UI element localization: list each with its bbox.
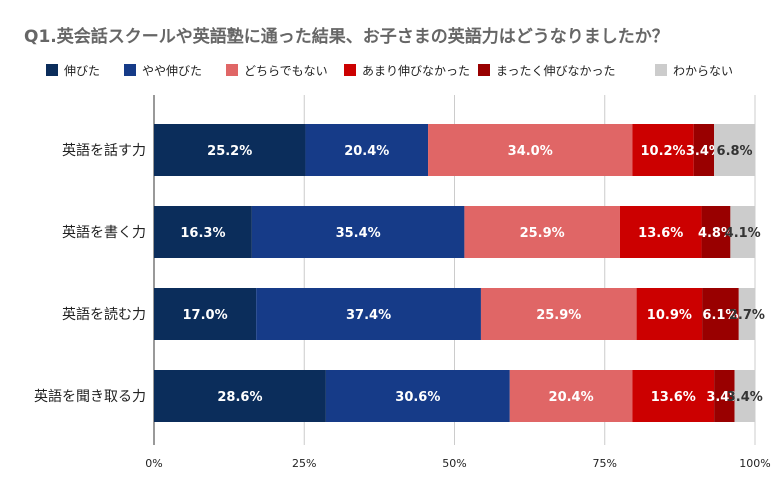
legend-swatch (226, 64, 238, 76)
legend-label: やや伸びた (142, 64, 202, 78)
data-label: 13.6% (638, 226, 683, 241)
data-label: 10.2% (640, 144, 685, 159)
bar-segment (714, 124, 755, 176)
data-label: 25.9% (520, 226, 565, 241)
x-tick-label: 25% (292, 457, 316, 470)
data-label: 10.9% (647, 308, 692, 323)
legend-swatch (124, 64, 136, 76)
bar-segment (734, 370, 755, 422)
data-label: 16.3% (180, 226, 225, 241)
bar-segment (702, 288, 739, 340)
data-label: 25.9% (536, 308, 581, 323)
legend-label: どちらでもない (244, 64, 328, 78)
bar-segment (693, 124, 715, 176)
bar-segment (632, 124, 694, 176)
data-label: 4.1% (725, 226, 761, 241)
data-label: 34.0% (508, 144, 553, 159)
x-tick-label: 75% (593, 457, 617, 470)
bar-segment (636, 288, 703, 340)
bar-segment (154, 206, 252, 258)
x-tick-label: 100% (739, 457, 770, 470)
category-label: 英語を聞き取る力 (34, 388, 146, 405)
data-label: 2.7% (729, 308, 765, 323)
data-label: 3.4% (686, 144, 722, 159)
category-label: 英語を書く力 (62, 224, 146, 241)
legend-swatch (478, 64, 490, 76)
legend-swatch (344, 64, 356, 76)
bar-segment (154, 124, 306, 176)
legend: 伸びた やや伸びた どちらでもない あまり伸びなかった まったく伸びなかった わからない (46, 64, 733, 78)
legend-item: あまり伸びなかった (344, 64, 470, 78)
data-label: 4.8% (698, 226, 734, 241)
x-axis-ticks: 0% 25% 50% 75% 100% (145, 457, 770, 470)
data-label: 6.1% (702, 308, 738, 323)
bar-segment (154, 370, 326, 422)
bars: 25.2% 20.4% 34.0% 10.2% 3.4%6.8%16.3% 35.4% 25… (154, 124, 765, 422)
bar-segment (251, 206, 465, 258)
data-label: 37.4% (346, 308, 391, 323)
data-label: 6.8% (717, 144, 753, 159)
data-label: 30.6% (395, 390, 440, 405)
data-label: 25.2% (207, 144, 252, 159)
legend-item: わからない (655, 64, 733, 78)
bar-segment (730, 206, 755, 258)
data-label: 13.6% (651, 390, 696, 405)
bar-segment (701, 206, 731, 258)
bar-segment (632, 370, 715, 422)
chart-title: Q1.英会話スクールや英語塾に通った結果、お子さまの英語力はどうなりましたか？ (24, 26, 669, 47)
data-label: 20.4% (549, 390, 594, 405)
bar-segment (154, 288, 257, 340)
legend-label: あまり伸びなかった (362, 64, 470, 78)
bar-segment (738, 288, 755, 340)
bar-segment (305, 124, 429, 176)
bar-segment (714, 370, 735, 422)
category-label: 英語を話す力 (62, 142, 146, 159)
data-label: 20.4% (344, 144, 389, 159)
legend-swatch (655, 64, 667, 76)
data-label: 3.4% (706, 390, 742, 405)
bar-segment (256, 288, 481, 340)
bar-segment (619, 206, 702, 258)
legend-item: やや伸びた (124, 64, 202, 78)
bar-segment (325, 370, 510, 422)
data-label: 3.4% (727, 390, 763, 405)
legend-item: まったく伸びなかった (478, 64, 616, 78)
legend-swatch (46, 64, 58, 76)
legend-item: どちらでもない (226, 64, 328, 78)
category-label: 英語を読む力 (62, 306, 146, 323)
bar-segment (509, 370, 633, 422)
x-tick-label: 0% (145, 457, 162, 470)
legend-item: 伸びた (46, 64, 100, 78)
bar-segment (480, 288, 637, 340)
bar-segment (428, 124, 633, 176)
legend-label: 伸びた (64, 64, 100, 78)
x-tick-label: 50% (442, 457, 466, 470)
legend-label: わからない (673, 64, 733, 78)
data-label: 28.6% (217, 390, 262, 405)
data-label: 35.4% (336, 226, 381, 241)
data-label: 17.0% (183, 308, 228, 323)
bar-segment (464, 206, 620, 258)
legend-label: まったく伸びなかった (496, 64, 616, 78)
